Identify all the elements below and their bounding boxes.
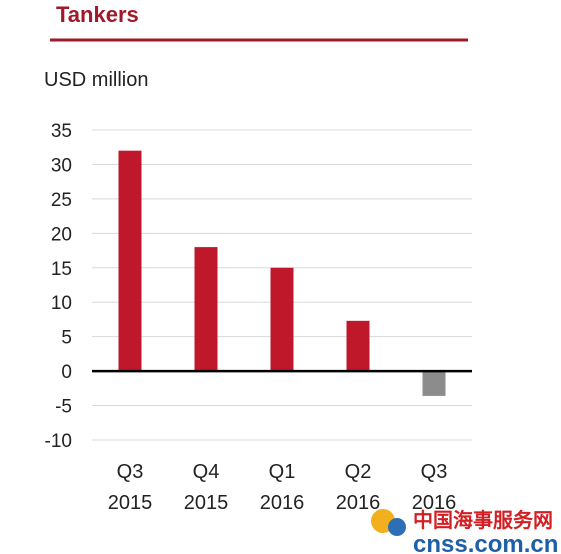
watermark-text-url: cnss.com.cn — [413, 531, 558, 554]
y-tick-label: 30 — [51, 155, 72, 176]
chart-title: Tankers — [56, 2, 139, 27]
watermark: 中国海事服务网 cnss.com.cn — [371, 508, 558, 554]
bar — [194, 247, 218, 372]
x-tick-label: 2016 — [260, 492, 305, 514]
watermark-text-cn: 中国海事服务网 — [413, 508, 553, 532]
y-tick-label: 10 — [51, 293, 72, 314]
x-tick-label: 2015 — [108, 492, 153, 514]
x-tick-label: Q1 — [269, 461, 296, 483]
x-tick-label: Q2 — [345, 461, 372, 483]
y-tick-labels: 35 30 25 20 15 10 5 0 -5 -10 — [45, 121, 72, 452]
x-tick-label: Q3 — [421, 461, 448, 483]
bar — [422, 371, 446, 396]
y-tick-label: 0 — [61, 362, 72, 383]
y-axis-label: USD million — [44, 69, 148, 91]
y-tick-label: 25 — [51, 190, 72, 211]
x-tick-label: 2015 — [184, 492, 229, 514]
x-tick-label: 2016 — [412, 492, 457, 514]
x-tick-labels: Q3 2015 Q4 2015 Q1 2016 Q2 2016 Q3 2016 — [108, 461, 457, 514]
y-tick-label: -10 — [45, 431, 72, 452]
bar — [118, 150, 142, 372]
bar — [270, 267, 294, 372]
x-tick-label: Q4 — [193, 461, 220, 483]
y-tick-label: 5 — [61, 328, 72, 349]
y-tick-label: 35 — [51, 121, 72, 142]
x-tick-label: Q3 — [117, 461, 144, 483]
watermark-logo-icon — [371, 509, 406, 536]
bar — [346, 320, 370, 372]
bars — [118, 150, 446, 396]
x-tick-label: 2016 — [336, 492, 381, 514]
y-tick-label: 15 — [51, 259, 72, 280]
y-tick-label: -5 — [55, 397, 72, 418]
y-tick-label: 20 — [51, 224, 72, 245]
